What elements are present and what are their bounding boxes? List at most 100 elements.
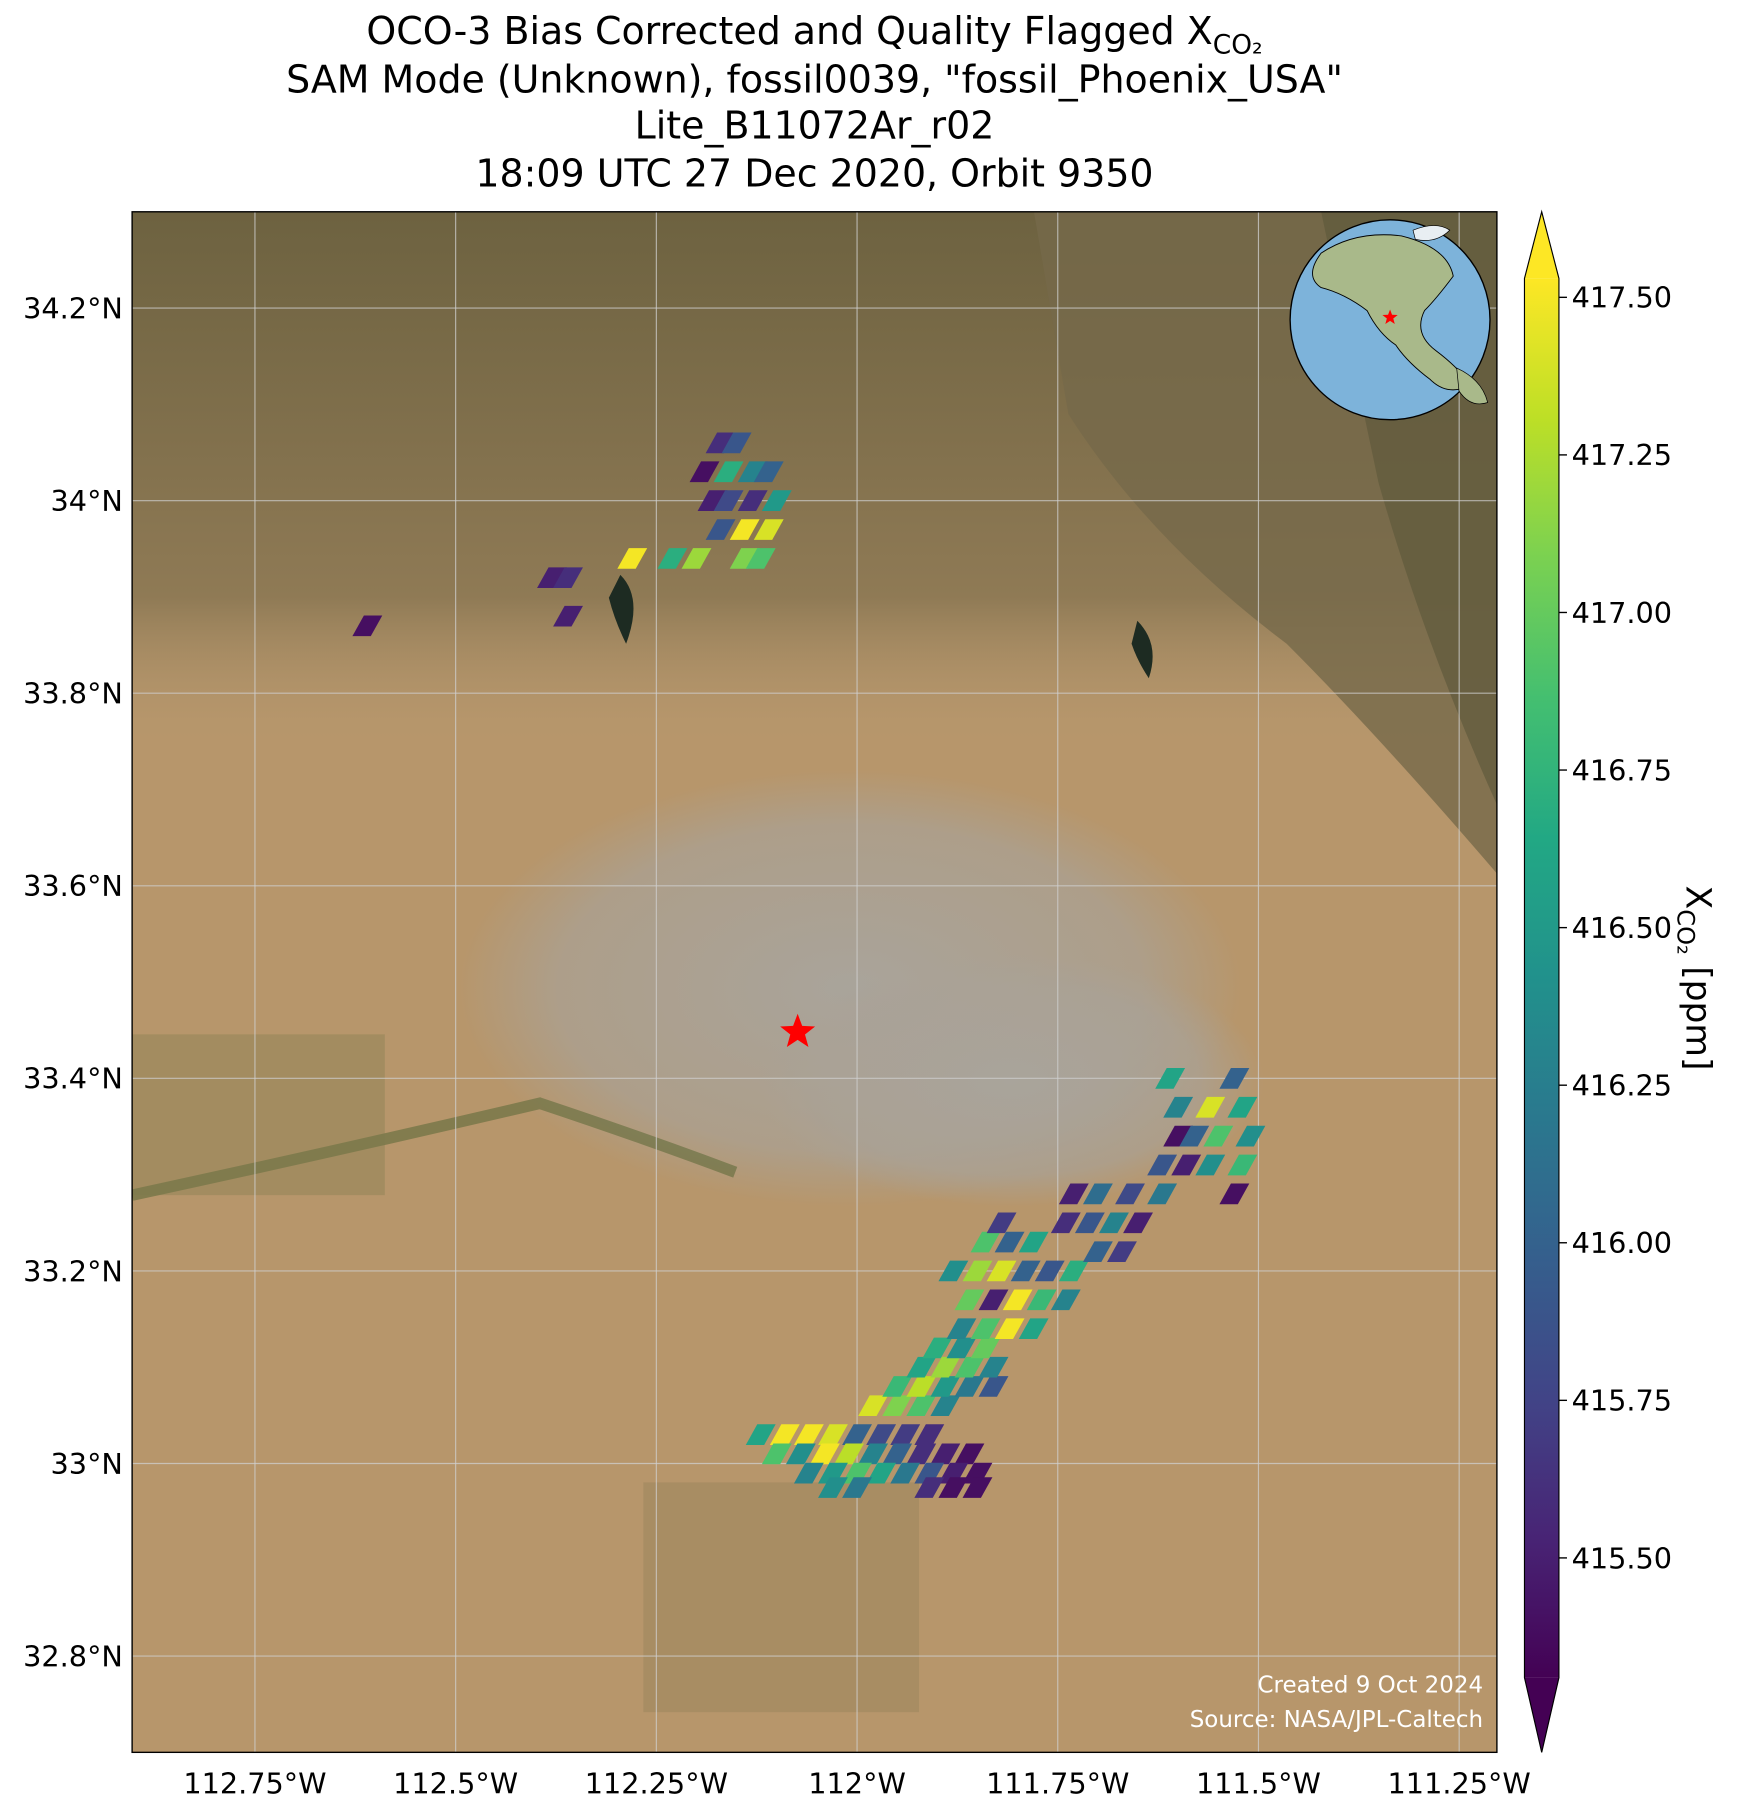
- sounding: [858, 1395, 889, 1417]
- sounding: [753, 519, 784, 540]
- title-subscript: CO₂: [1213, 29, 1263, 60]
- annotation: Source: NASA/JPL-Caltech: [1190, 1707, 1483, 1733]
- target-star: [780, 1013, 816, 1048]
- sounding: [1002, 1289, 1033, 1311]
- sounding: [1123, 1212, 1153, 1234]
- sounding: [737, 490, 768, 511]
- x-tick-label: 111.75°W: [986, 1767, 1129, 1801]
- colorbar-label: XCO₂ [ppm]: [1671, 886, 1717, 1071]
- sounding: [1058, 1183, 1089, 1205]
- sounding: [761, 490, 792, 511]
- colorbar-outline: [1523, 209, 1560, 1753]
- sounding: [745, 1424, 776, 1445]
- sounding: [1227, 1096, 1258, 1118]
- sounding: [1074, 1212, 1105, 1234]
- sounding: [1107, 1241, 1137, 1263]
- sounding: [962, 1260, 993, 1282]
- sounding: [890, 1424, 921, 1445]
- y-tick-label: 34.2°N: [23, 291, 123, 325]
- sounding: [793, 1462, 824, 1484]
- sounding: [914, 1462, 945, 1484]
- globe-target-star: [1382, 309, 1398, 324]
- sounding: [1179, 1125, 1210, 1147]
- sounding: [930, 1356, 961, 1378]
- sounding: [721, 432, 752, 454]
- colorbar-tick-label: 416.75: [1572, 753, 1672, 787]
- colorbar-label-unit: [ppm]: [1677, 966, 1717, 1070]
- sounding: [1018, 1231, 1049, 1253]
- sounding: [537, 567, 567, 589]
- sounding: [810, 1443, 840, 1465]
- sounding: [930, 1376, 961, 1397]
- soundings: [352, 432, 1266, 1498]
- sounding: [946, 1318, 977, 1340]
- sounding: [890, 1462, 921, 1484]
- sounding: [1010, 1260, 1041, 1282]
- sounding: [737, 461, 768, 483]
- sounding: [962, 1477, 993, 1498]
- sounding: [1195, 1096, 1226, 1118]
- sounding: [914, 1424, 945, 1445]
- sounding: [986, 1212, 1017, 1234]
- title-line: 18:09 UTC 27 Dec 2020, Orbit 9350: [475, 152, 1153, 196]
- y-tick-label: 33.8°N: [23, 677, 123, 711]
- colorbar-tick-label: 416.00: [1572, 1226, 1672, 1260]
- title-line: Lite_B11072Ar_r02: [635, 103, 995, 147]
- colorbar-tick-label: 415.75: [1572, 1384, 1672, 1418]
- sounding: [842, 1424, 872, 1445]
- sounding: [906, 1443, 937, 1465]
- sounding: [978, 1289, 1009, 1311]
- title-text: SAM Mode (Unknown), fossil0039, "fossil_…: [286, 57, 1343, 101]
- sounding: [858, 1443, 889, 1465]
- sounding: [1050, 1212, 1081, 1234]
- colorbar-tick-label: 417.25: [1572, 438, 1672, 472]
- sounding: [1227, 1154, 1258, 1176]
- sounding: [1163, 1125, 1194, 1147]
- sounding: [1082, 1183, 1113, 1205]
- sounding: [866, 1424, 897, 1445]
- sounding: [1050, 1289, 1081, 1311]
- sounding: [1018, 1318, 1049, 1340]
- sounding: [842, 1462, 872, 1484]
- sounding: [1147, 1183, 1178, 1205]
- y-tick-label: 33.6°N: [23, 869, 123, 903]
- sounding: [1082, 1241, 1113, 1263]
- sounding: [946, 1337, 977, 1359]
- x-tick-label: 112.5°W: [393, 1767, 518, 1801]
- sounding: [970, 1231, 1001, 1253]
- sounding: [954, 1356, 985, 1378]
- sounding: [1147, 1154, 1178, 1176]
- sounding: [994, 1231, 1025, 1253]
- sounding: [705, 519, 736, 540]
- sounding: [882, 1443, 913, 1465]
- sounding: [930, 1443, 961, 1465]
- sounding: [793, 1424, 824, 1445]
- x-tick-label: 112.75°W: [183, 1767, 326, 1801]
- sounding: [842, 1477, 872, 1498]
- sounding: [818, 1477, 848, 1498]
- overlay: [780, 309, 1398, 1048]
- colorbar-tick-label: 415.50: [1572, 1541, 1672, 1575]
- annotation: Created 9 Oct 2024: [1258, 1673, 1484, 1699]
- sounding: [906, 1376, 937, 1397]
- sounding: [713, 461, 744, 483]
- sounding: [705, 432, 736, 454]
- sounding: [769, 1424, 800, 1445]
- sounding: [930, 1395, 961, 1417]
- colorbar-tick-label: 416.25: [1572, 1069, 1672, 1103]
- sounding: [978, 1376, 1009, 1397]
- colorbar-label-subscript: CO₂: [1671, 909, 1699, 954]
- sounding: [834, 1443, 864, 1465]
- title-text: OCO-3 Bias Corrected and Quality Flagged…: [366, 9, 1212, 53]
- y-tick-label: 34°N: [51, 484, 123, 518]
- title-text: Lite_B11072Ar_r02: [635, 103, 995, 147]
- sounding: [954, 1289, 985, 1311]
- plot-frame: [131, 211, 1498, 1754]
- title-line: SAM Mode (Unknown), fossil0039, "fossil_…: [286, 57, 1343, 101]
- basemap: [132, 211, 1497, 1753]
- y-tick-label: 33.4°N: [23, 1062, 123, 1096]
- sounding: [1219, 1183, 1250, 1205]
- sounding: [1034, 1260, 1065, 1282]
